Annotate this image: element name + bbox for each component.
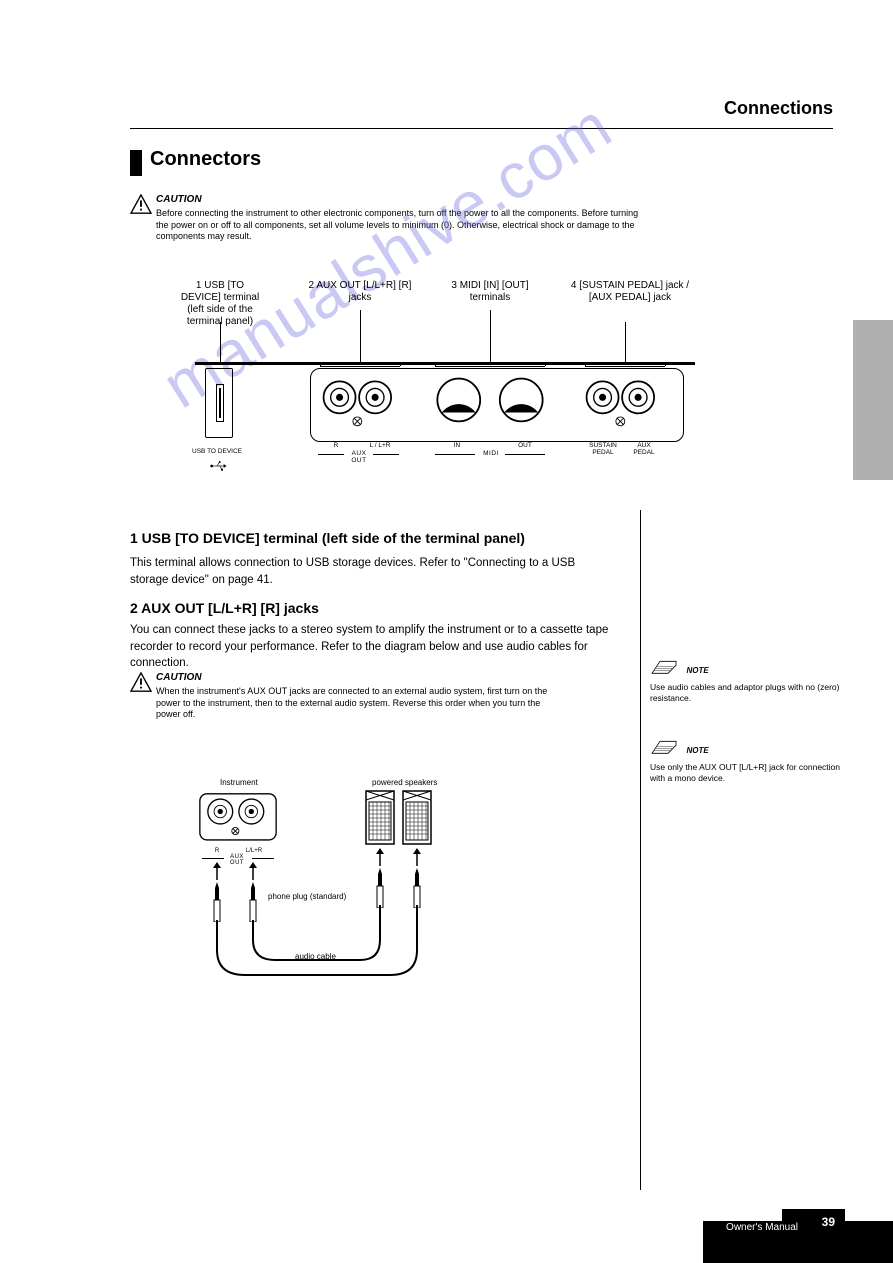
caution-label: CAUTION [156, 194, 202, 205]
caution2-icon [130, 672, 152, 692]
phone-plug-label: phone plug (standard) [268, 892, 348, 901]
note-1: NOTE Use audio cables and adaptor plugs … [650, 660, 840, 705]
usb-slot [216, 384, 224, 422]
header-rule [130, 128, 833, 129]
aux-group-label: AUX OUT [343, 450, 375, 464]
callout-3: 3 MIDI [IN] [OUT] terminals [435, 280, 545, 304]
aux-r-label: R [330, 442, 342, 449]
note-2: NOTE Use only the AUX OUT [L/L+R] jack f… [650, 740, 840, 785]
caution2-label: CAUTION [156, 672, 202, 683]
plug-4 [410, 868, 424, 908]
lead-4 [625, 322, 626, 362]
column-divider [640, 510, 641, 1190]
note1-label: NOTE [686, 666, 708, 675]
bracket-aux [320, 366, 400, 367]
midi-in-label: IN [450, 442, 464, 449]
chapter-title: Connections [724, 98, 833, 119]
pedal-jacks [583, 375, 663, 433]
section-title: Connectors [150, 148, 261, 171]
section-bar [130, 150, 142, 176]
bracket-pedal [585, 366, 665, 367]
arrow-1 [212, 862, 222, 880]
aux-l-label: L / L+R [365, 442, 395, 449]
mini-r: R [212, 848, 222, 854]
auxped-label: AUX PEDAL [631, 442, 657, 456]
caution2-text: When the instrument's AUX OUT jacks are … [156, 686, 556, 721]
para-1-body: This terminal allows connection to USB s… [130, 555, 610, 588]
midi-out-label: OUT [515, 442, 535, 449]
caution-icon [130, 194, 152, 214]
note2-body: Use only the AUX OUT [L/L+R] jack for co… [650, 762, 840, 785]
speaker-l [365, 790, 395, 845]
caution-text: Before connecting the instrument to othe… [156, 208, 643, 243]
midi-br-l [435, 454, 475, 455]
callout-4: 4 [SUSTAIN PEDAL] jack / [AUX PEDAL] jac… [565, 280, 695, 304]
midi-group-label: MIDI [480, 450, 502, 457]
para-2-body: You can connect these jacks to a stereo … [130, 622, 610, 672]
aux-br-l [318, 454, 344, 455]
side-tab [853, 320, 893, 480]
speaker-r [402, 790, 432, 845]
note-icon [650, 740, 678, 756]
sustain-label: SUSTAIN PEDAL [587, 442, 619, 456]
page-number-label: Owner's Manual [726, 1222, 798, 1233]
arrow-2 [248, 862, 258, 880]
arrow-4 [412, 848, 422, 866]
lead-2 [360, 310, 361, 362]
arrow-3 [375, 848, 385, 866]
subheading-2: 2 AUX OUT [L/L+R] [R] jacks [130, 600, 610, 616]
lead-1 [220, 322, 221, 362]
usb-label: USB TO DEVICE [187, 448, 247, 455]
powered-label: powered speakers [372, 778, 437, 787]
note1-body: Use audio cables and adaptor plugs with … [650, 682, 840, 705]
panel-top-edge [195, 362, 695, 365]
connector-diagram: 1 USB [TO DEVICE] terminal (left side of… [195, 280, 695, 500]
callout-2: 2 AUX OUT [L/L+R] [R] jacks [305, 280, 415, 304]
usb-housing [205, 368, 233, 438]
midi-br-r [505, 454, 545, 455]
midi-ports [425, 375, 555, 433]
subheading-1: 1 USB [TO DEVICE] terminal (left side of… [130, 530, 610, 546]
speaker-diagram: Instrument R L/L+R AUX OUT powered speak… [180, 790, 510, 1020]
cable-label: audio cable [295, 952, 336, 961]
callout-1: 1 USB [TO DEVICE] terminal (left side of… [175, 280, 265, 328]
instrument-label: Instrument [220, 778, 258, 787]
aux-mini [198, 792, 278, 847]
note-icon [650, 660, 678, 676]
aux-out-jacks [320, 375, 400, 433]
aux-br-r [373, 454, 399, 455]
bracket-midi [435, 366, 545, 367]
usb-icon [209, 460, 229, 472]
note2-label: NOTE [686, 746, 708, 755]
plug-3 [373, 868, 387, 908]
cables [210, 905, 430, 985]
lead-3 [490, 310, 491, 362]
